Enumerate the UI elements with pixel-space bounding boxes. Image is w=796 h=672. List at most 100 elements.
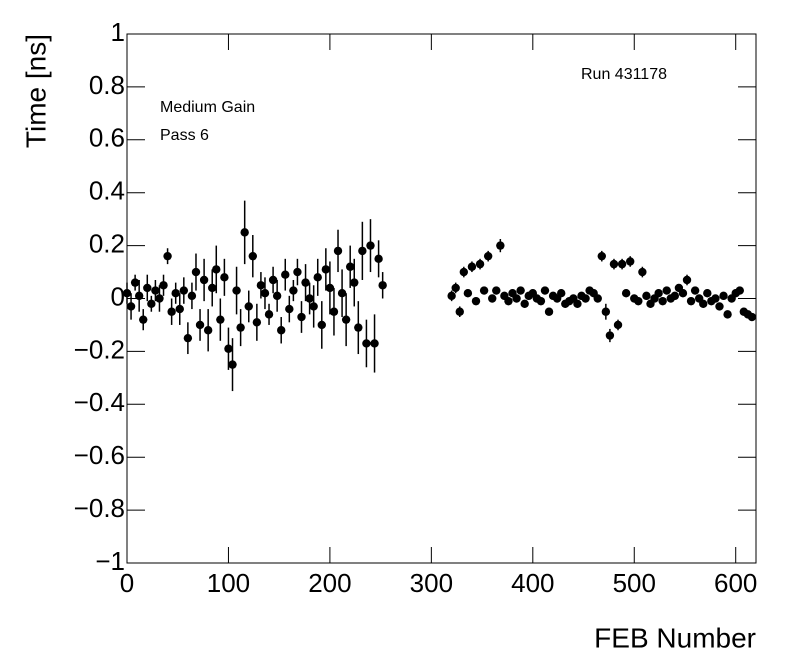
point — [212, 265, 221, 274]
point — [199, 275, 209, 285]
point — [747, 312, 757, 322]
annotation: Run 431178 — [581, 66, 667, 83]
point — [224, 344, 233, 353]
point — [715, 302, 724, 311]
y-tick-label: −0.6 — [74, 440, 125, 470]
point — [183, 333, 193, 343]
point — [378, 281, 387, 290]
point — [289, 286, 298, 295]
point — [467, 262, 477, 271]
point — [593, 294, 602, 303]
point — [143, 283, 152, 293]
point — [605, 331, 615, 340]
point — [601, 307, 611, 316]
point — [195, 320, 205, 330]
x-tick-label: 500 — [613, 568, 656, 598]
point — [252, 318, 262, 327]
point — [678, 289, 688, 298]
point — [358, 246, 367, 256]
point — [488, 294, 497, 303]
point — [557, 289, 566, 298]
point — [634, 296, 643, 306]
point — [134, 291, 144, 301]
point — [492, 286, 501, 295]
point — [374, 254, 383, 264]
point — [350, 278, 359, 287]
point — [581, 294, 590, 303]
y-tick-label: 0.8 — [89, 70, 125, 100]
x-tick-label: 0 — [120, 568, 134, 598]
y-tick-label: −0.8 — [74, 493, 125, 523]
point — [272, 291, 282, 301]
point — [613, 320, 623, 330]
point — [297, 312, 306, 322]
point — [362, 339, 371, 348]
point — [496, 241, 505, 250]
point — [341, 315, 351, 324]
point — [621, 289, 631, 298]
point — [690, 286, 700, 295]
annotation: Pass 6 — [160, 127, 209, 144]
point — [305, 294, 314, 303]
point — [122, 289, 132, 298]
point — [281, 270, 290, 279]
point — [626, 257, 635, 266]
point — [285, 304, 294, 314]
point — [345, 262, 355, 271]
point — [236, 323, 245, 332]
point — [719, 291, 728, 301]
point — [370, 339, 379, 348]
point — [329, 307, 339, 316]
point — [463, 289, 473, 298]
point — [264, 310, 274, 319]
point — [333, 246, 343, 256]
point — [187, 291, 197, 301]
point — [654, 289, 663, 298]
point — [658, 296, 667, 306]
point — [544, 307, 554, 316]
y-tick-label: 1 — [111, 17, 125, 47]
point — [686, 296, 696, 306]
point — [260, 289, 270, 298]
point — [723, 310, 732, 319]
point — [126, 302, 136, 311]
y-tick-label: 0.6 — [89, 123, 125, 153]
point — [504, 296, 513, 306]
point — [459, 267, 469, 277]
point — [536, 296, 546, 306]
point — [451, 283, 460, 293]
point — [662, 286, 671, 295]
point — [240, 228, 249, 237]
y-tick-label: 0 — [111, 281, 125, 311]
point — [232, 286, 241, 295]
point — [682, 275, 692, 285]
point — [321, 265, 331, 274]
point — [471, 296, 481, 306]
point — [483, 251, 493, 261]
point — [301, 278, 310, 287]
point — [337, 289, 347, 298]
point — [711, 294, 720, 303]
point — [617, 259, 627, 269]
y-tick-label: −0.4 — [74, 387, 125, 417]
point — [244, 302, 253, 311]
point — [313, 273, 322, 282]
point — [540, 286, 550, 295]
point — [520, 299, 529, 308]
point — [228, 360, 237, 369]
point — [479, 286, 489, 295]
point — [171, 289, 180, 298]
point — [366, 241, 375, 250]
x-tick-label: 300 — [410, 568, 453, 598]
y-tick-label: 0.4 — [89, 176, 125, 206]
point — [309, 302, 318, 311]
point — [642, 291, 651, 301]
point — [703, 289, 712, 298]
annotation: Medium Gain — [160, 99, 255, 116]
point — [167, 307, 176, 316]
point — [354, 323, 363, 332]
point — [670, 291, 680, 301]
point — [512, 294, 521, 303]
y-axis-title: Time [ns] — [20, 34, 51, 148]
